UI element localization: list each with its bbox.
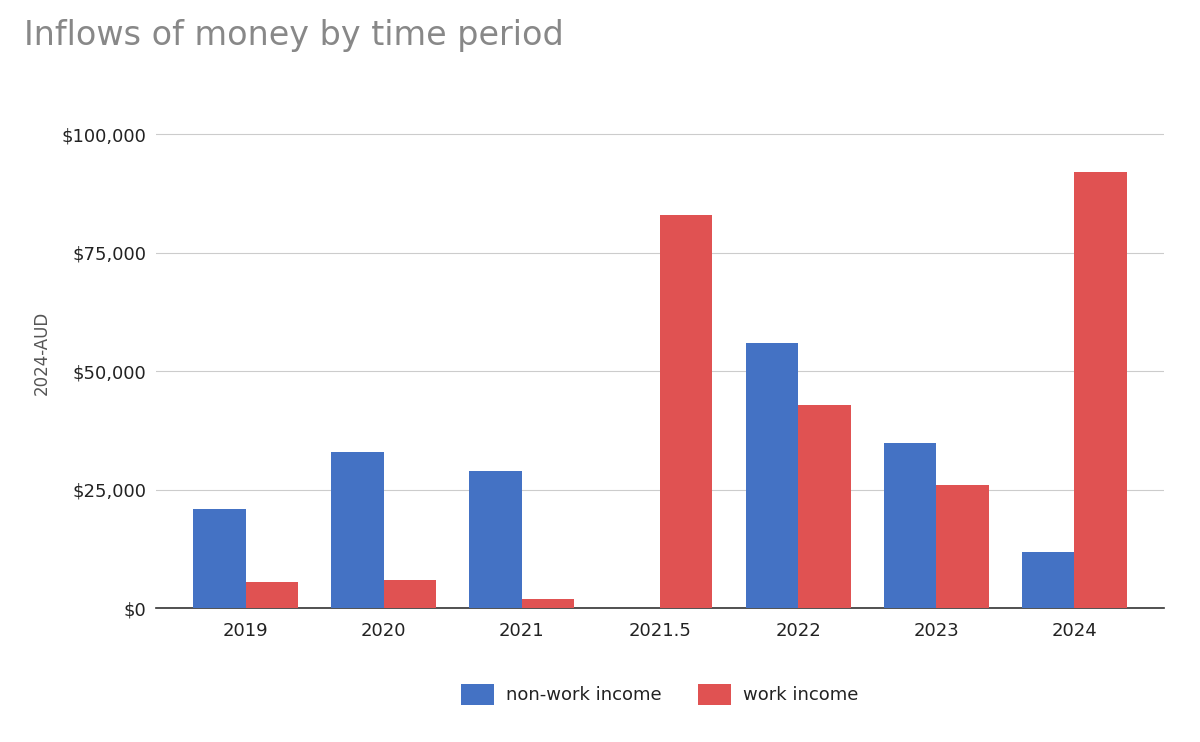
Bar bbox=[936, 485, 989, 608]
Bar bbox=[246, 582, 299, 608]
Bar bbox=[384, 580, 437, 608]
Bar bbox=[522, 599, 575, 608]
Bar bbox=[193, 509, 246, 608]
Bar bbox=[1021, 551, 1074, 608]
Bar bbox=[469, 471, 522, 608]
Bar bbox=[745, 343, 798, 608]
Bar bbox=[798, 404, 851, 608]
Bar bbox=[331, 452, 384, 608]
Bar bbox=[883, 442, 936, 608]
Bar bbox=[1074, 172, 1127, 608]
Text: Inflows of money by time period: Inflows of money by time period bbox=[24, 19, 564, 52]
Bar bbox=[660, 215, 713, 608]
Legend: non-work income, work income: non-work income, work income bbox=[454, 677, 866, 712]
Y-axis label: 2024-AUD: 2024-AUD bbox=[32, 310, 50, 395]
